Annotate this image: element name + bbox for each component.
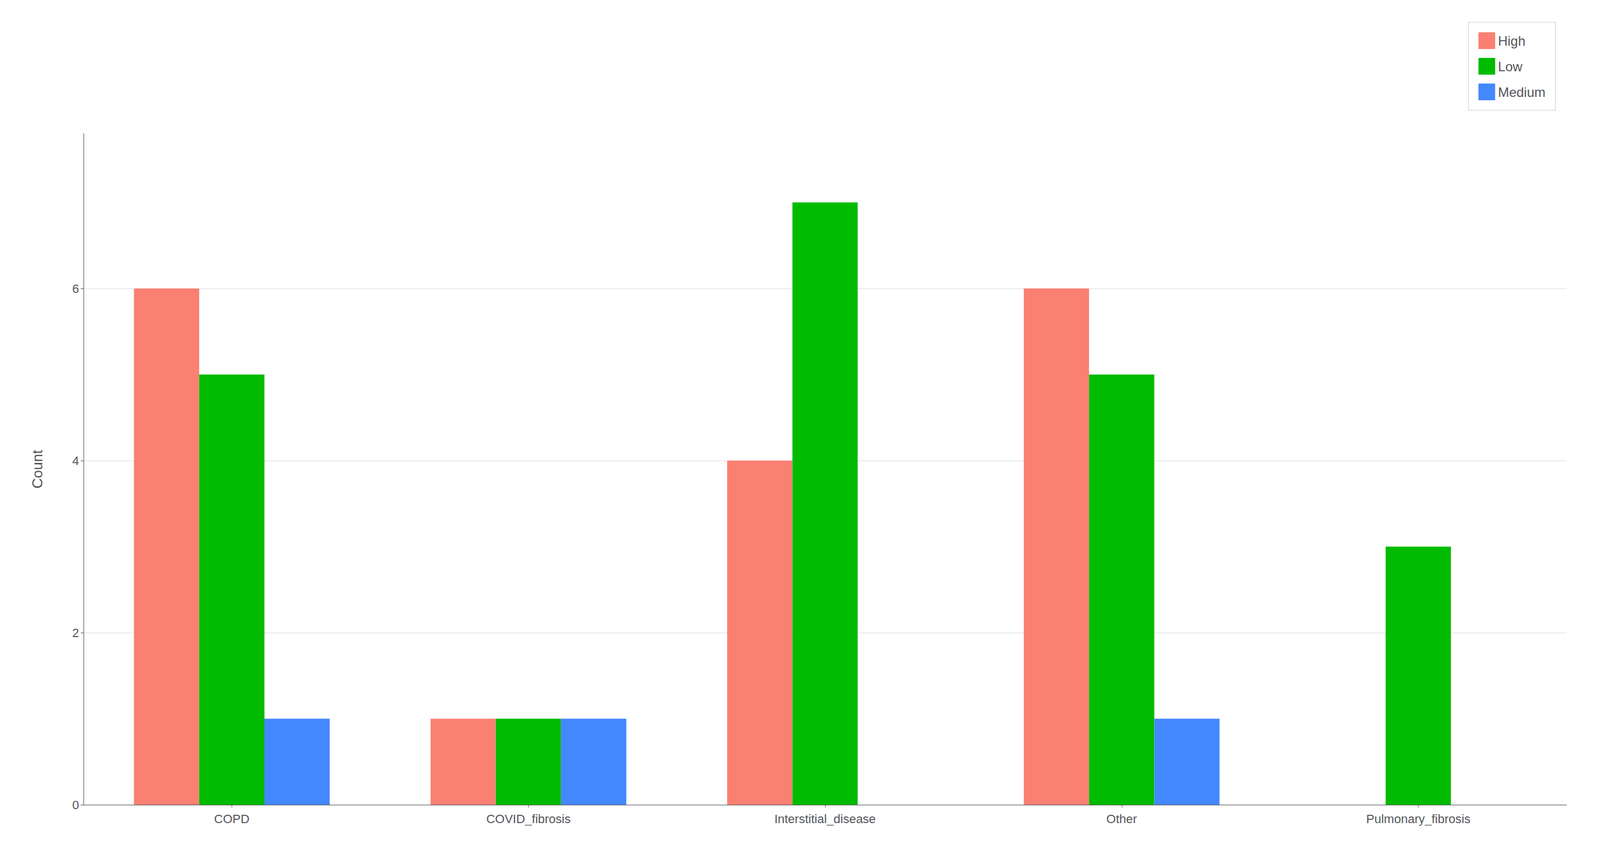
svg-text:Count: Count [28, 449, 46, 489]
svg-text:2: 2 [72, 625, 80, 640]
svg-text:4: 4 [72, 453, 80, 468]
svg-text:Pulmonary_fibrosis: Pulmonary_fibrosis [1366, 811, 1471, 826]
svg-text:Interstitial_disease: Interstitial_disease [774, 811, 876, 826]
svg-text:Low: Low [1498, 59, 1524, 75]
svg-text:COPD: COPD [214, 811, 250, 826]
svg-text:High: High [1498, 33, 1526, 49]
svg-text:Medium: Medium [1498, 84, 1546, 100]
svg-text:COVID_fibrosis: COVID_fibrosis [486, 811, 571, 826]
svg-text:Other: Other [1106, 811, 1137, 826]
svg-text:6: 6 [72, 281, 80, 296]
svg-text:0: 0 [72, 797, 80, 812]
